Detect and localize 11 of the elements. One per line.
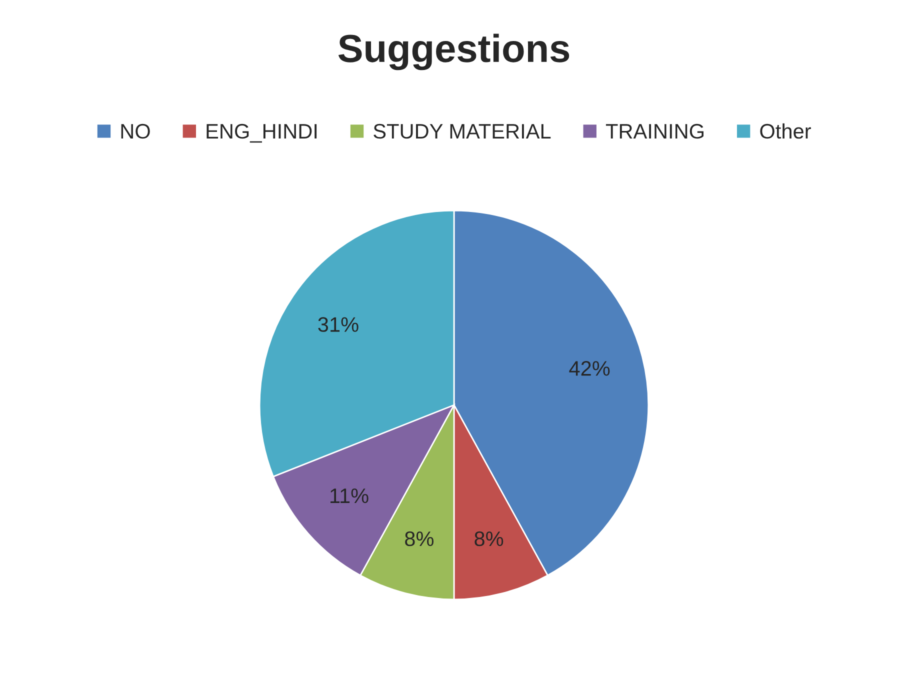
data-label: 8% [474,531,504,546]
data-label: 8% [405,531,434,546]
legend-label: ENG_HINDI [206,124,317,143]
legend-label: STUDY MATERIAL [374,124,551,139]
data-label: 42% [569,361,610,376]
chart-title: Suggestions [338,34,570,70]
legend-label: TRAINING [606,124,704,139]
legend-label: NO [121,124,150,139]
legend-label: Other [760,123,811,139]
data-label: 31% [318,317,358,332]
data-label: 11% [330,488,368,504]
